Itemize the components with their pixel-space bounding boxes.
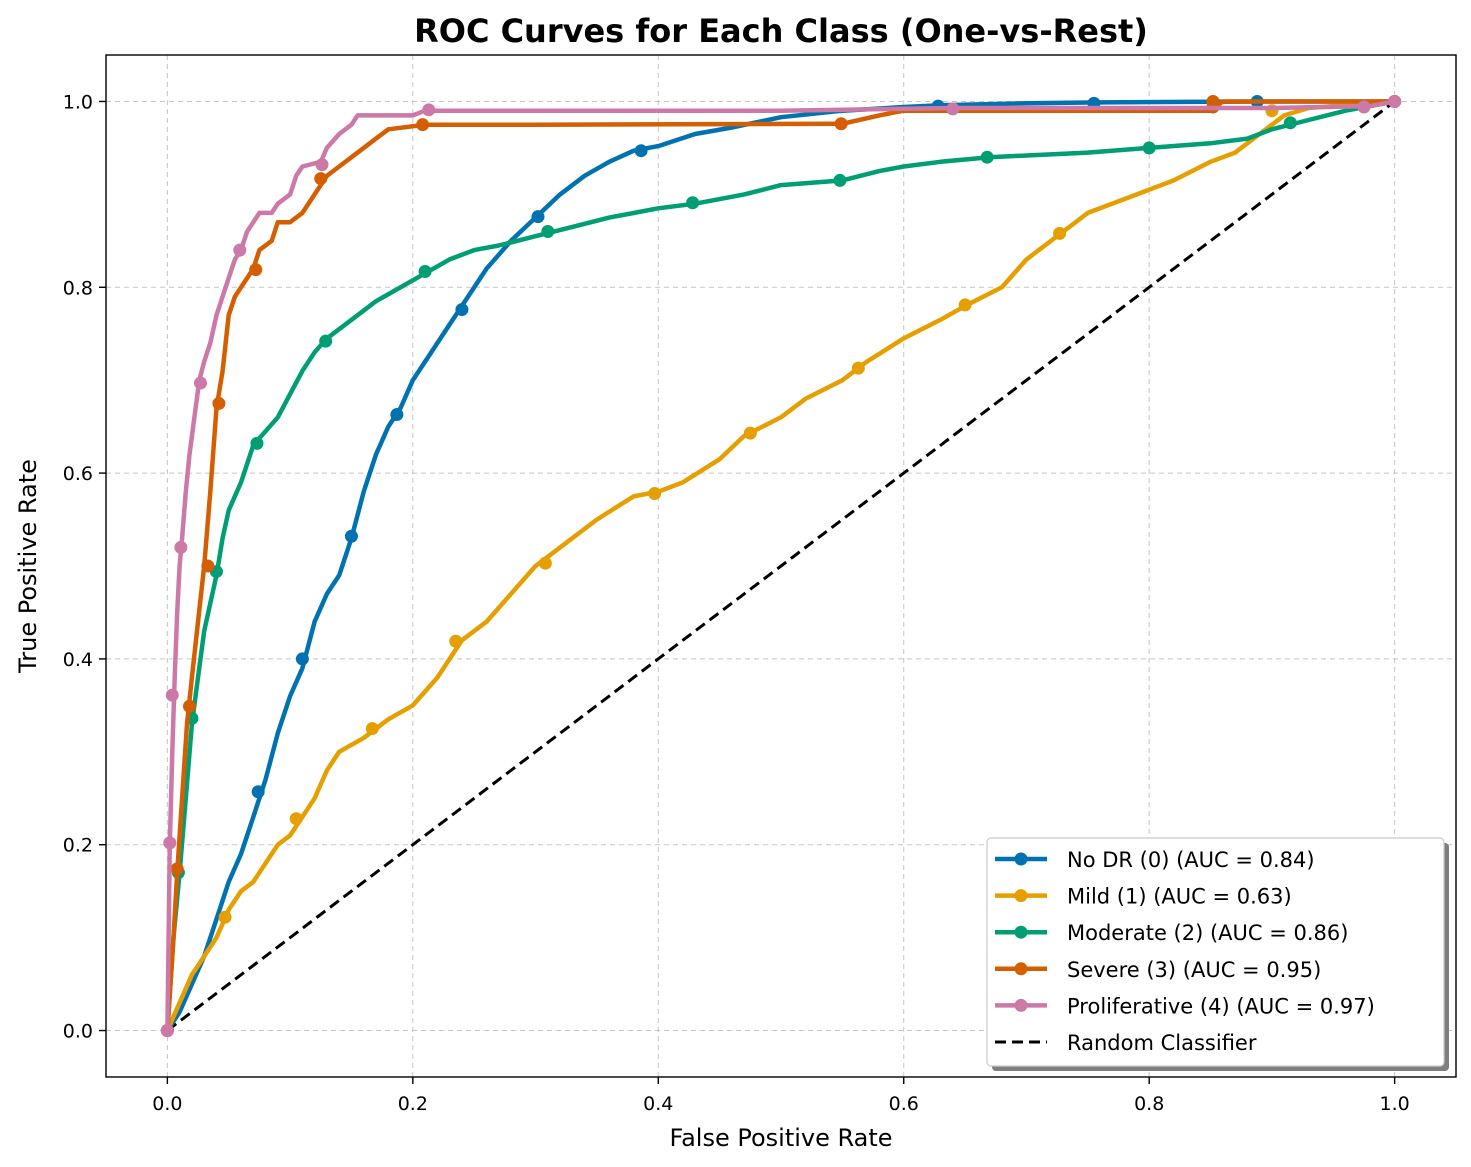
x-tick-label: 0.4 — [643, 1093, 673, 1115]
series-line — [165, 99, 1396, 1031]
series-point — [634, 144, 648, 158]
legend-label: Random Classifier — [1067, 1031, 1257, 1055]
series-point — [1053, 226, 1067, 240]
legend-item: No DR (0) (AUC = 0.84) — [995, 848, 1315, 872]
legend-marker — [1014, 925, 1028, 939]
series-point — [541, 225, 555, 239]
y-tick-label: 0.2 — [63, 835, 93, 857]
series-point — [416, 118, 430, 132]
series-point — [170, 862, 184, 876]
series-line — [165, 99, 1395, 1032]
series-point — [422, 103, 436, 117]
series-point — [1357, 100, 1371, 114]
legend-label: Mild (1) (AUC = 0.63) — [1067, 885, 1292, 909]
series-point — [851, 361, 865, 375]
legend-item: Severe (3) (AUC = 0.95) — [995, 958, 1321, 982]
series-point — [418, 264, 432, 278]
series-line — [165, 99, 1395, 1032]
series-point — [314, 172, 328, 186]
series-point — [980, 150, 994, 164]
plot-frame — [105, 54, 1457, 1078]
series-point — [455, 303, 469, 317]
series-line — [165, 99, 1395, 1031]
series-point — [365, 722, 379, 736]
legend-marker — [1014, 852, 1028, 866]
series-point — [958, 298, 972, 312]
legend-marker — [1014, 998, 1028, 1012]
series-point — [212, 396, 226, 410]
series-point — [233, 243, 247, 257]
y-tick-label: 0.4 — [63, 649, 93, 671]
legend-box — [986, 837, 1445, 1067]
x-tick-label: 0.2 — [398, 1093, 428, 1115]
y-tick-label: 1.0 — [63, 91, 93, 113]
series-point — [163, 836, 177, 850]
legend-item: Moderate (2) (AUC = 0.86) — [995, 921, 1348, 945]
series-point — [249, 263, 263, 277]
series-point — [289, 812, 303, 826]
series-line — [165, 99, 1396, 1031]
series-point — [390, 408, 404, 422]
series-point — [686, 196, 700, 210]
tick-layer: 0.0 0.2 0.4 0.6 0.8 1.0 0.0 0.2 0.4 0.6 0.8 1.0 — [63, 91, 1410, 1115]
series-point — [531, 210, 545, 224]
series-point — [1142, 141, 1156, 155]
x-tick-label: 0.6 — [889, 1093, 919, 1115]
x-tick-label: 1.0 — [1380, 1093, 1410, 1115]
legend-label: Severe (3) (AUC = 0.95) — [1067, 958, 1321, 982]
random-classifier-line — [166, 100, 1396, 1032]
legend-label: No DR (0) (AUC = 0.84) — [1067, 848, 1315, 872]
legend-item: Mild (1) (AUC = 0.63) — [995, 885, 1292, 909]
series-point — [165, 688, 179, 702]
legend-label: Proliferative (4) (AUC = 0.97) — [1067, 994, 1375, 1018]
series-point — [218, 910, 232, 924]
y-tick-label: 0.6 — [63, 463, 93, 485]
series-point — [1206, 94, 1220, 108]
series-point — [538, 556, 552, 570]
x-axis-label: False Positive Rate — [669, 1124, 892, 1152]
series-point — [344, 529, 358, 543]
legend-item: Proliferative (4) (AUC = 0.97) — [995, 994, 1375, 1018]
chart-title: ROC Curves for Each Class (One-vs-Rest) — [414, 12, 1148, 50]
series-point — [833, 173, 847, 187]
y-axis-label: True Positive Rate — [14, 459, 42, 674]
series-4 — [160, 94, 1402, 1038]
x-tick-label: 0.0 — [152, 1093, 182, 1115]
series-layer — [160, 94, 1402, 1038]
legend: No DR (0) (AUC = 0.84) Mild (1) (AUC = 0.… — [986, 837, 1449, 1071]
series-point — [250, 436, 264, 450]
x-tick-label: 0.8 — [1134, 1093, 1164, 1115]
diagonal-layer — [166, 100, 1396, 1032]
legend-marker — [1014, 889, 1028, 903]
series-point — [1388, 94, 1402, 108]
legend-label: Moderate (2) (AUC = 0.86) — [1067, 921, 1348, 945]
y-tick-label: 0.0 — [63, 1021, 93, 1043]
series-point — [743, 426, 757, 440]
series-point — [648, 487, 662, 501]
series-point — [834, 117, 848, 131]
series-point — [251, 785, 265, 799]
y-tick-label: 0.8 — [63, 277, 93, 299]
series-point — [449, 634, 463, 648]
legend-marker — [1014, 962, 1028, 976]
series-point — [295, 652, 309, 666]
series-point — [160, 1024, 174, 1038]
series-point — [194, 376, 207, 390]
series-point — [1283, 116, 1297, 130]
series-point — [174, 540, 188, 554]
series-point — [201, 559, 215, 573]
series-point — [319, 334, 333, 348]
series-point — [315, 158, 329, 172]
legend-item: Random Classifier — [995, 1031, 1257, 1055]
series-point — [946, 102, 960, 116]
series-point — [182, 699, 196, 713]
